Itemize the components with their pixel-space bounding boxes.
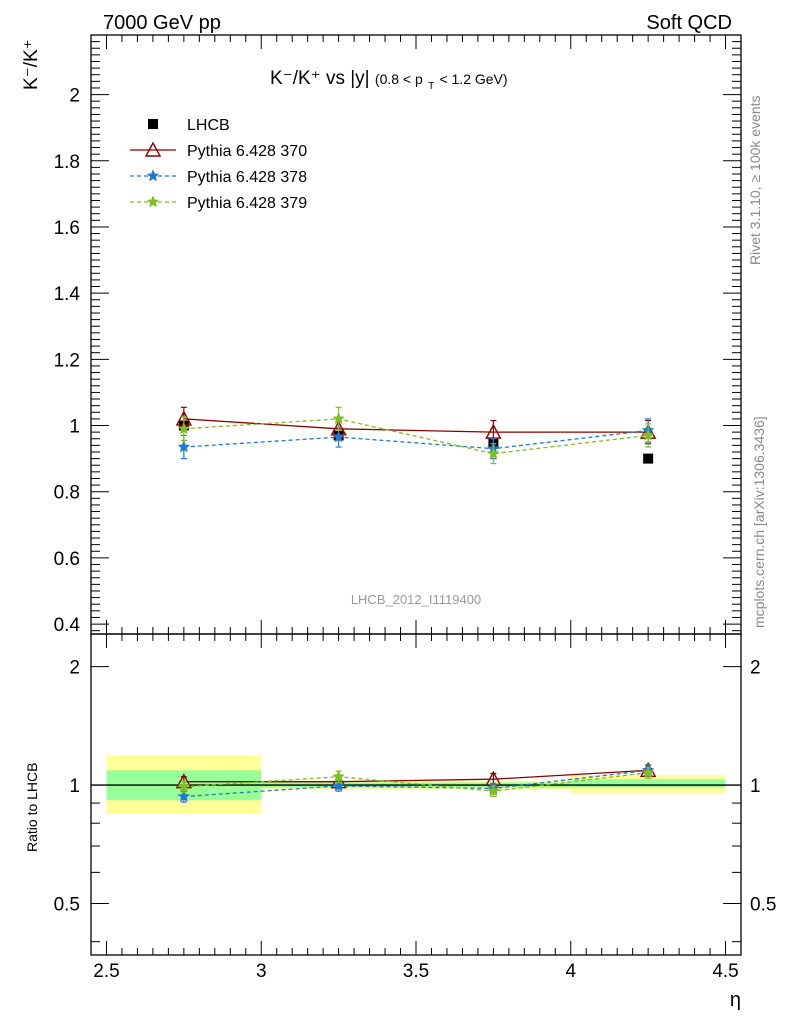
legend-item: Pythia 6.428 379 [130, 195, 307, 212]
main-ytick-label: 1.6 [54, 218, 80, 239]
main-title-sub-end: < 1.2 GeV) [439, 71, 507, 87]
ratio-ytick-label-left: 1 [69, 776, 80, 797]
data-point-star [332, 430, 345, 443]
ratio-ytick-label-right: 1 [750, 776, 761, 797]
legend-item: LHCB [148, 117, 230, 134]
main-series-line [183, 418, 649, 455]
data-point-star [332, 412, 345, 425]
data-point-triangle [485, 423, 502, 439]
data-point-star [332, 770, 345, 783]
ratio-series-2 [177, 766, 655, 798]
header-left: 7000 GeV pp [103, 12, 221, 34]
data-point-star [177, 440, 191, 453]
rivet-label: Rivet 3.1.10, ≥ 100k events [747, 95, 763, 265]
x-tick-label: 4 [565, 961, 576, 982]
legend-item: Pythia 6.428 378 [130, 169, 307, 186]
data-point-star [332, 779, 345, 792]
main-ytick-label: 0.6 [54, 549, 80, 570]
data-point-star [641, 766, 655, 779]
data-point-star [487, 784, 500, 797]
x-tick-label: 4.5 [712, 961, 738, 982]
ratio-series-line [183, 772, 649, 792]
data-point-star [487, 446, 500, 460]
main-title: K⁻/K⁺ vs |y| (0.8 < p T < 1.2 GeV) [270, 68, 508, 94]
main-series-line [183, 429, 649, 450]
analysis-watermark: LHCB_2012_I1119400 [351, 592, 481, 607]
header-right: Soft QCD [646, 12, 732, 34]
ratio-ytick-label-right: 0.5 [750, 895, 776, 916]
legend-label: LHCB [187, 117, 230, 134]
data-point-star [641, 428, 655, 441]
main-title-sub-T: T [428, 81, 434, 92]
x-tick-label: 3.5 [403, 961, 429, 982]
main-ytick-label: 0.4 [54, 615, 81, 636]
data-point-star [146, 169, 160, 182]
ratio-ytick-label-left: 0.5 [54, 895, 80, 916]
main-title-sub: (0.8 < p [375, 71, 423, 87]
ratio-ytick-label-left: 2 [69, 658, 80, 679]
data-point-star [177, 422, 191, 435]
main-ytick-label: 1.2 [54, 350, 80, 371]
main-ytick-label: 1.8 [54, 152, 80, 173]
main-series-3 [177, 406, 655, 465]
ratio-band-green [570, 779, 726, 788]
x-tick-label: 2.5 [93, 961, 119, 982]
mcplots-label: mcplots.cern.ch [arXiv:1306.3436] [751, 416, 767, 628]
legend-item: Pythia 6.428 370 [130, 141, 307, 160]
main-ytick-label: 2 [69, 86, 80, 107]
main-ytick-label: 1 [69, 417, 80, 438]
main-title-text: K⁻/K⁺ vs |y| [270, 68, 370, 89]
data-point-star [146, 195, 160, 208]
legend-label: Pythia 6.428 370 [187, 143, 307, 160]
x-tick-label: 3 [256, 961, 267, 982]
data-point-star [177, 780, 191, 793]
legend-label: Pythia 6.428 378 [187, 169, 307, 186]
main-y-label: K⁻/K⁺ [21, 39, 42, 90]
legend-label: Pythia 6.428 379 [187, 195, 307, 212]
ratio-ytick-label-right: 2 [750, 658, 761, 679]
data-point-star [177, 789, 191, 802]
main-ytick-label: 1.4 [54, 284, 81, 305]
main-series-0 [178, 420, 654, 464]
data-point-square [148, 119, 158, 129]
ratio-y-label: Ratio to LHCB [24, 763, 40, 852]
data-point-triangle [144, 141, 162, 157]
data-point-square [643, 453, 654, 464]
ratio-series-line [183, 769, 649, 798]
main-series-line [183, 418, 649, 433]
x-axis-label: η [730, 989, 741, 1011]
main-ytick-label: 0.8 [54, 483, 80, 504]
